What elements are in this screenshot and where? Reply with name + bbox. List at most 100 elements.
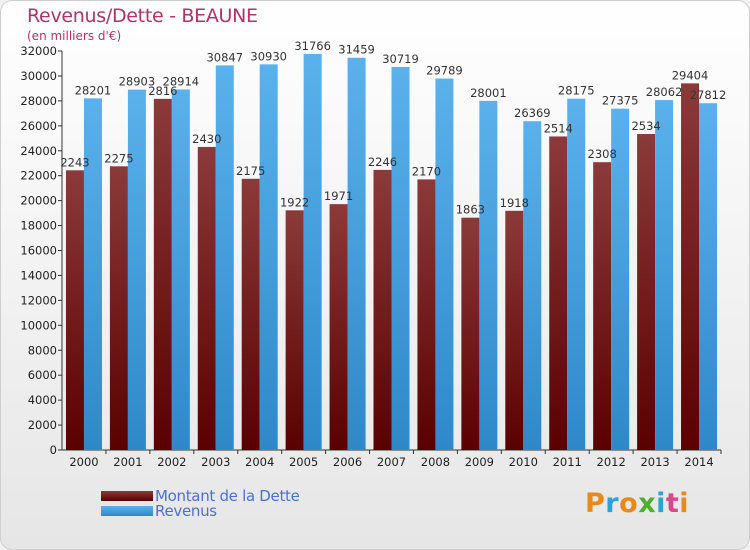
x-tick-label: 2008 xyxy=(421,455,450,469)
bar-debt-2009 xyxy=(461,217,480,450)
data-label-revenue-2006: 31459 xyxy=(338,43,375,57)
bar-debt-2003 xyxy=(197,146,216,450)
legend-item-debt: Montant de la Dette xyxy=(101,487,300,505)
data-label-debt-2009: 1863 xyxy=(456,203,485,217)
data-label-revenue-2004: 30930 xyxy=(250,49,287,63)
x-tick-label: 2001 xyxy=(113,455,142,469)
bar-debt-2000 xyxy=(65,170,84,450)
data-label-debt-2003: 2430 xyxy=(192,132,221,146)
data-label-revenue-2011: 28175 xyxy=(558,84,595,98)
data-label-debt-2013: 2534 xyxy=(631,119,660,133)
bar-debt-2006 xyxy=(329,204,348,450)
logo-letter: i xyxy=(679,488,690,519)
chart-title: Revenus/Dette - BEAUNE xyxy=(27,5,258,27)
bar-revenue-2002 xyxy=(171,89,190,450)
y-tick-label: 2000 xyxy=(28,418,57,432)
data-label-revenue-2002: 28914 xyxy=(163,74,200,88)
data-label-debt-2001: 2275 xyxy=(104,151,133,165)
x-tick-label: 2002 xyxy=(157,455,186,469)
bar-debt-2005 xyxy=(285,210,304,450)
bar-debt-2012 xyxy=(593,162,612,450)
bar-revenue-2007 xyxy=(391,66,410,450)
data-label-debt-2008: 2170 xyxy=(412,164,441,178)
data-label-debt-2011: 2514 xyxy=(544,121,573,135)
x-tick-label: 2013 xyxy=(640,455,669,469)
y-tick-label: 20000 xyxy=(20,194,57,208)
y-tick-label: 12000 xyxy=(20,293,57,307)
data-label-debt-2007: 2246 xyxy=(368,155,397,169)
legend-swatch-revenue xyxy=(101,506,153,516)
data-label-revenue-2008: 29789 xyxy=(426,64,463,78)
bar-revenue-2011 xyxy=(567,98,586,451)
x-tick-label: 2010 xyxy=(509,455,538,469)
bar-debt-2008 xyxy=(417,179,436,450)
bar-revenue-2012 xyxy=(611,108,630,450)
logo-letter: P xyxy=(585,488,606,519)
chart-subtitle: (en milliers d'€) xyxy=(27,29,122,43)
bar-debt-2001 xyxy=(109,166,128,450)
data-label-revenue-2009: 28001 xyxy=(470,86,507,100)
y-tick-label: 8000 xyxy=(28,343,57,357)
y-tick-label: 26000 xyxy=(20,119,57,133)
bar-revenue-2009 xyxy=(479,100,498,450)
y-tick-label: 16000 xyxy=(20,244,57,258)
data-label-debt-2004: 2175 xyxy=(236,164,265,178)
data-label-revenue-2005: 31766 xyxy=(294,39,331,53)
data-label-revenue-2007: 30719 xyxy=(382,52,419,66)
bar-debt-2007 xyxy=(373,169,392,450)
y-tick-label: 22000 xyxy=(20,169,57,183)
data-label-revenue-2000: 28201 xyxy=(75,83,112,97)
data-label-revenue-2013: 28062 xyxy=(646,85,683,99)
y-tick-label: 18000 xyxy=(20,219,57,233)
x-tick-label: 2004 xyxy=(245,455,274,469)
bar-revenue-2013 xyxy=(655,100,674,451)
x-tick-label: 2000 xyxy=(69,455,98,469)
logo-letter: i xyxy=(656,488,666,519)
data-label-debt-2000: 2243 xyxy=(60,155,89,169)
y-tick-label: 14000 xyxy=(20,268,57,282)
y-tick-label: 10000 xyxy=(20,318,57,332)
bar-revenue-2001 xyxy=(127,89,146,450)
legend-label-debt: Montant de la Dette xyxy=(155,487,300,505)
bars xyxy=(65,53,718,451)
data-label-revenue-2001: 28903 xyxy=(119,75,156,89)
y-tick-label: 6000 xyxy=(28,368,57,382)
bar-revenue-2000 xyxy=(83,98,102,451)
bar-revenue-2003 xyxy=(215,65,234,451)
bar-revenue-2006 xyxy=(347,57,366,450)
data-label-debt-2012: 2308 xyxy=(588,147,617,161)
logo-letter: x xyxy=(638,488,657,519)
bar-debt-2010 xyxy=(505,210,524,450)
data-label-revenue-2010: 26369 xyxy=(514,106,551,120)
bar-revenue-2008 xyxy=(435,78,454,450)
data-label-debt-2006: 1971 xyxy=(324,189,353,203)
x-tick-label: 2003 xyxy=(201,455,230,469)
bar-debt-2002 xyxy=(153,98,172,450)
y-tick-label: 24000 xyxy=(20,144,57,158)
legend-swatch-debt xyxy=(101,491,153,501)
proxiti-logo: Proxiti xyxy=(585,488,689,519)
bar-revenue-2014 xyxy=(699,103,718,451)
bar-revenue-2004 xyxy=(259,64,278,451)
bar-debt-2013 xyxy=(637,134,656,450)
data-label-debt-2014: 29404 xyxy=(672,68,709,82)
data-label-revenue-2003: 30847 xyxy=(206,50,243,64)
x-tick-label: 2009 xyxy=(465,455,494,469)
x-tick-label: 2005 xyxy=(289,455,318,469)
data-label-debt-2005: 1922 xyxy=(280,195,309,209)
x-tick-label: 2012 xyxy=(597,455,626,469)
data-label-debt-2002: 2816 xyxy=(148,84,177,98)
bar-debt-2011 xyxy=(549,136,568,451)
logo-letter: t xyxy=(665,488,680,519)
legend-label-revenue: Revenus xyxy=(155,502,217,520)
x-tick-label: 2011 xyxy=(553,455,582,469)
bar-debt-2014 xyxy=(681,83,700,451)
y-tick-label: 4000 xyxy=(28,393,57,407)
bar-debt-2004 xyxy=(241,178,260,450)
logo-letter: r xyxy=(605,488,620,519)
data-label-revenue-2014: 27812 xyxy=(690,88,727,102)
x-tick-label: 2014 xyxy=(684,455,713,469)
